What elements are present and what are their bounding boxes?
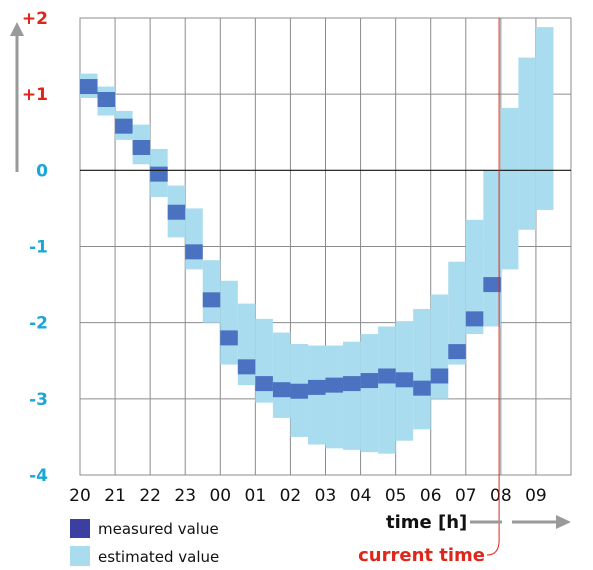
y-tick-label: 0 <box>36 161 48 181</box>
x-tick-label: 01 <box>245 486 267 506</box>
measured-value-bar <box>97 91 116 107</box>
x-tick-label: 23 <box>174 486 196 506</box>
y-tick-label: -4 <box>29 466 48 486</box>
measured-value-bar <box>378 368 396 384</box>
x-tick-label: 06 <box>420 486 442 506</box>
measured-value-bar <box>255 376 273 392</box>
measured-value-bar <box>80 79 98 95</box>
measured-value-bar <box>360 373 379 389</box>
legend: measured value estimated value <box>70 519 219 566</box>
measured-value-bar <box>325 377 344 393</box>
x-tick-label: 22 <box>139 486 161 506</box>
measured-value-bars <box>80 79 501 399</box>
x-tick-labels: 20 21 22 23 00 01 02 03 04 05 06 07 08 09 <box>69 486 547 506</box>
measured-value-bar <box>115 118 133 134</box>
estimated-range-bar <box>535 27 554 210</box>
estimated-range-bar <box>448 261 466 365</box>
estimated-range-bar <box>272 332 291 418</box>
x-tick-label: 21 <box>104 486 126 506</box>
estimated-range-bar <box>343 341 361 450</box>
x-tick-label: 08 <box>490 486 512 506</box>
legend-label-estimated: estimated value <box>98 548 219 566</box>
estimated-range-bar <box>185 208 203 270</box>
y-tick-label: -2 <box>29 314 48 334</box>
y-tick-label: +2 <box>22 9 48 29</box>
measured-value-bar <box>220 330 238 346</box>
x-tick-label: 00 <box>209 486 231 506</box>
x-tick-label: 20 <box>69 486 91 506</box>
y-tick-label: -3 <box>29 390 48 410</box>
x-tick-label: 05 <box>385 486 407 506</box>
measured-value-bar <box>343 376 361 392</box>
y-axis-arrow <box>10 22 24 172</box>
estimated-range-bar <box>202 260 221 323</box>
measured-value-bar <box>290 383 308 399</box>
legend-swatch-estimated <box>70 546 90 566</box>
estimated-range-bar <box>307 345 326 445</box>
measured-value-bar <box>185 244 203 260</box>
current-time-connector <box>487 539 500 556</box>
measured-value-bar <box>448 344 466 360</box>
measured-value-bar <box>413 380 431 396</box>
x-axis-label: time [h] <box>386 512 467 533</box>
y-tick-label: -1 <box>29 238 48 258</box>
measured-value-bar <box>167 204 186 220</box>
x-tick-label: 03 <box>315 486 337 506</box>
legend-swatch-measured <box>70 519 90 538</box>
x-tick-label: 04 <box>350 486 372 506</box>
x-tick-label: 09 <box>525 486 547 506</box>
measured-value-bar <box>307 379 326 395</box>
measured-value-bar <box>150 166 168 182</box>
measured-value-bar <box>483 277 501 293</box>
x-tick-label: 02 <box>280 486 302 506</box>
estimated-range-bar <box>465 219 484 335</box>
measured-value-bar <box>132 139 151 155</box>
measured-value-bar <box>272 382 291 398</box>
estimated-range-bar <box>500 107 519 270</box>
measured-value-bar <box>237 359 256 375</box>
x-tick-label: 07 <box>455 486 477 506</box>
estimated-range-bar <box>483 170 501 327</box>
estimated-range-bar <box>518 57 536 230</box>
time-arrow <box>470 515 571 529</box>
estimated-range-bar <box>325 345 344 449</box>
y-tick-labels: +2 +1 0 -1 -2 -3 -4 <box>22 9 48 486</box>
legend-label-measured: measured value <box>98 520 219 538</box>
measured-value-bar <box>202 292 221 308</box>
measured-value-bar <box>430 368 449 384</box>
y-tick-label: +1 <box>22 85 48 105</box>
estimated-range-bar <box>378 326 396 454</box>
current-time-label: current time <box>358 545 485 566</box>
estimated-range-bar <box>360 334 379 453</box>
estimated-range-bar <box>220 280 238 365</box>
measured-value-bar <box>395 372 414 388</box>
estimated-range-bar <box>413 308 431 430</box>
measured-value-bar <box>465 311 484 327</box>
